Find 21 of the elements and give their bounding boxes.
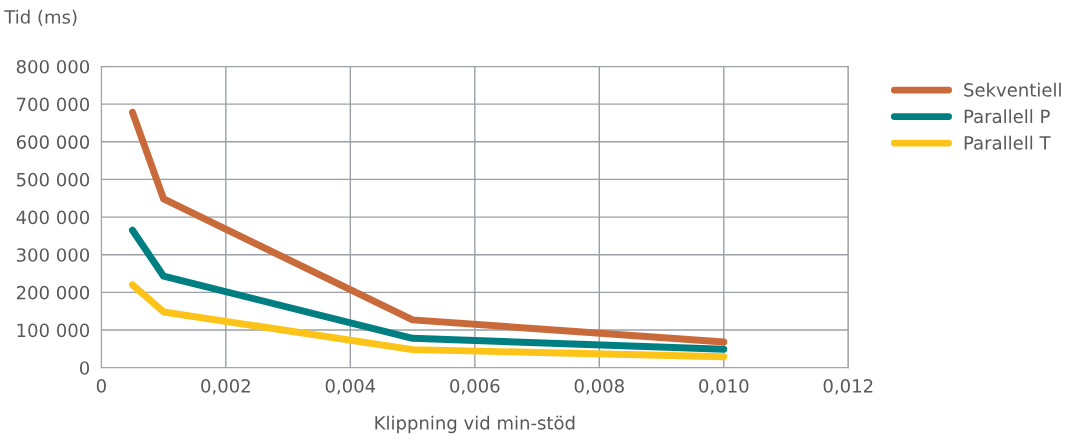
legend-label: Parallell P <box>964 109 1050 124</box>
y-tick-label: 800 000 <box>16 59 90 74</box>
x-tick-label: 0 <box>96 379 106 393</box>
y-tick-label: 600 000 <box>16 135 90 149</box>
y-tick-label: 500 000 <box>16 172 90 187</box>
y-tick-label: 200 000 <box>16 285 90 300</box>
x-axis-title: Klippning vid min-stöd <box>375 415 575 434</box>
x-tick-label: 0,008 <box>574 379 624 395</box>
x-tick-label: 0,012 <box>823 379 873 395</box>
y-tick-label: 700 000 <box>17 97 90 112</box>
y-tick-label: 400 000 <box>16 210 90 225</box>
x-tick-label: 0,004 <box>325 379 376 395</box>
x-tick-label: 0,002 <box>201 379 250 395</box>
legend-label: Sekventiell <box>964 82 1061 97</box>
x-tick-label: 0,010 <box>699 379 749 395</box>
y-tick-label: 0 <box>79 361 90 375</box>
x-tick-label: 0,006 <box>450 379 500 395</box>
y-tick-label: 100 000 <box>17 323 90 338</box>
legend-label: Parallell T <box>964 135 1051 150</box>
y-axis-title: Tid (ms) <box>4 9 77 26</box>
y-tick-label: 300 000 <box>16 248 90 262</box>
